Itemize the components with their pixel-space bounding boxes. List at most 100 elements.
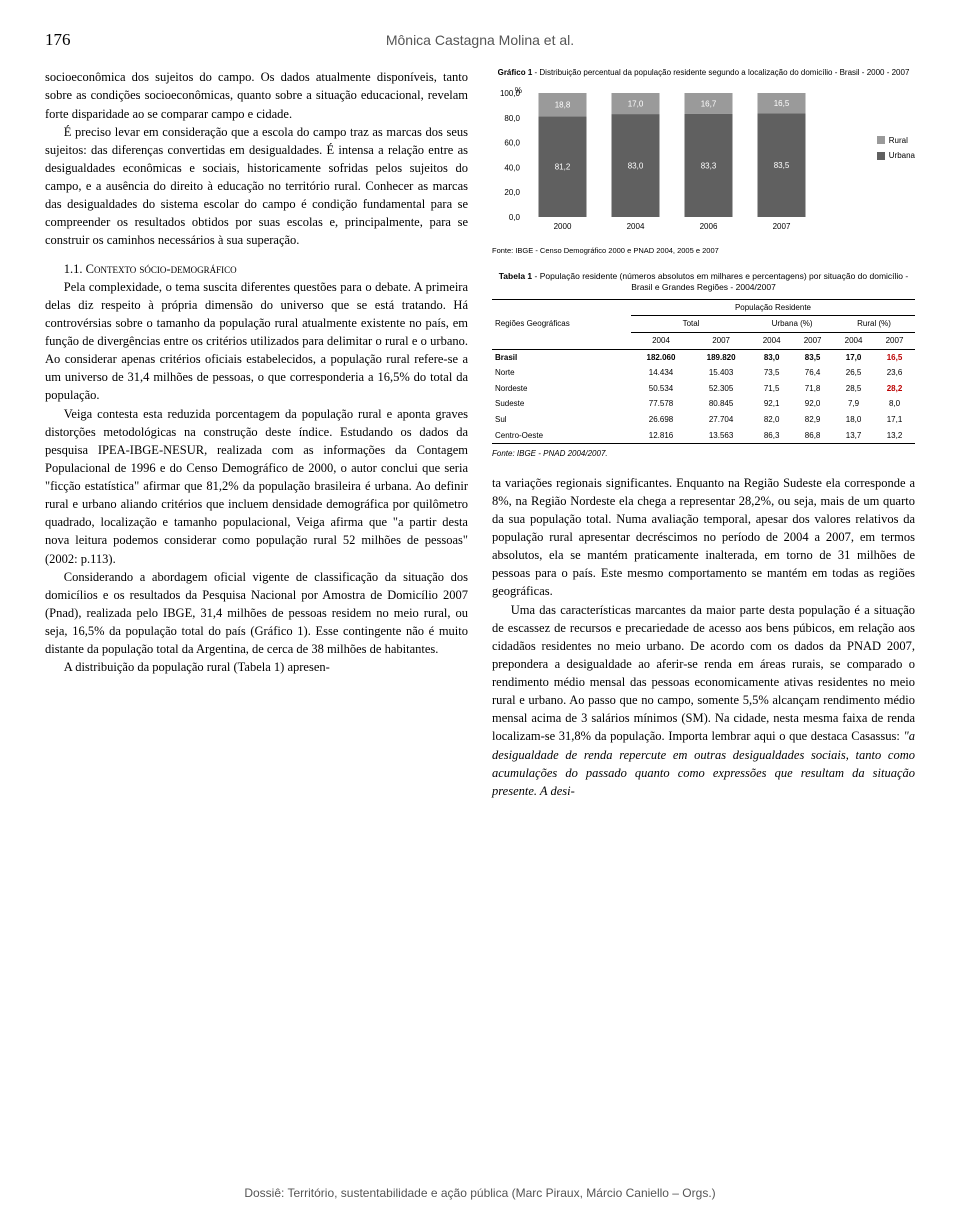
left-p5: A distribuição da população rural (Tabel… [45, 658, 468, 676]
legend-label: Urbana [889, 150, 915, 162]
cell-value: 27.704 [691, 412, 751, 428]
cell-value: 73,5 [751, 365, 792, 381]
table-row: Sudeste77.57880.84592,192,07,98,0 [492, 396, 915, 412]
cell-value: 8,0 [874, 396, 915, 412]
svg-text:81,2: 81,2 [555, 162, 571, 171]
svg-text:80,0: 80,0 [504, 113, 520, 122]
th-year: 2004 [751, 332, 792, 349]
left-p1b: É preciso levar em consideração que a es… [45, 123, 468, 250]
page-number: 176 [45, 28, 71, 53]
svg-text:20,0: 20,0 [504, 188, 520, 197]
two-column-layout: socioeconômica dos sujeitos do campo. Os… [45, 68, 915, 800]
table-source: Fonte: IBGE - PNAD 2004/2007. [492, 448, 915, 460]
cell-value: 13,7 [833, 428, 874, 444]
svg-text:83,0: 83,0 [628, 161, 644, 170]
th-subheader: Total [631, 316, 751, 333]
chart-title: Gráfico 1 - Distribuição percentual da p… [492, 68, 915, 78]
right-p2: Uma das características marcantes da mai… [492, 601, 915, 800]
cell-value: 28,5 [833, 381, 874, 397]
cell-value: 17,1 [874, 412, 915, 428]
page-footer: Dossiê: Território, sustentabilidade e a… [0, 1185, 960, 1202]
cell-region: Brasil [492, 349, 631, 365]
cell-region: Sudeste [492, 396, 631, 412]
cell-value: 7,9 [833, 396, 874, 412]
cell-value: 15.403 [691, 365, 751, 381]
svg-text:100,0: 100,0 [500, 89, 521, 98]
svg-text:2007: 2007 [773, 222, 791, 231]
left-column: socioeconômica dos sujeitos do campo. Os… [45, 68, 468, 800]
table-row: Centro-Oeste12.81613.56386,386,813,713,2 [492, 428, 915, 444]
cell-value: 71,8 [792, 381, 833, 397]
cell-value: 16,5 [874, 349, 915, 365]
svg-text:2006: 2006 [700, 222, 718, 231]
legend-swatch [877, 136, 885, 144]
cell-region: Norte [492, 365, 631, 381]
stacked-bar-chart-svg: %100,080,060,040,020,00,081,218,8200083,… [492, 85, 822, 235]
cell-value: 71,5 [751, 381, 792, 397]
legend-swatch [877, 152, 885, 160]
cell-value: 76,4 [792, 365, 833, 381]
table-title: Tabela 1 - População residente (números … [492, 271, 915, 293]
svg-text:40,0: 40,0 [504, 163, 520, 172]
svg-text:0,0: 0,0 [509, 213, 521, 222]
cell-value: 23,6 [874, 365, 915, 381]
svg-text:16,5: 16,5 [774, 99, 790, 108]
th-pop-group: População Residente [631, 299, 915, 316]
cell-value: 182.060 [631, 349, 691, 365]
cell-value: 82,0 [751, 412, 792, 428]
table-tabela-1: Tabela 1 - População residente (números … [492, 271, 915, 460]
legend-row: Rural [877, 135, 915, 147]
cell-value: 83,0 [751, 349, 792, 365]
svg-text:16,7: 16,7 [701, 99, 717, 108]
cell-value: 86,8 [792, 428, 833, 444]
cell-value: 52.305 [691, 381, 751, 397]
right-p1: ta variações regionais significantes. En… [492, 474, 915, 601]
cell-value: 13.563 [691, 428, 751, 444]
legend-label: Rural [889, 135, 908, 147]
svg-text:60,0: 60,0 [504, 138, 520, 147]
th-year: 2004 [833, 332, 874, 349]
cell-value: 18,0 [833, 412, 874, 428]
cell-region: Centro-Oeste [492, 428, 631, 444]
th-subheader: Rural (%) [833, 316, 915, 333]
cell-value: 26.698 [631, 412, 691, 428]
left-p1a: socioeconômica dos sujeitos do campo. Os… [45, 68, 468, 122]
right-column: Gráfico 1 - Distribuição percentual da p… [492, 68, 915, 800]
cell-value: 92,0 [792, 396, 833, 412]
svg-text:2000: 2000 [554, 222, 572, 231]
cell-value: 189.820 [691, 349, 751, 365]
cell-value: 26,5 [833, 365, 874, 381]
cell-region: Sul [492, 412, 631, 428]
cell-value: 17,0 [833, 349, 874, 365]
legend-row: Urbana [877, 150, 915, 162]
svg-text:18,8: 18,8 [555, 100, 571, 109]
right-p2a: Uma das características marcantes da mai… [492, 603, 915, 744]
cell-value: 86,3 [751, 428, 792, 444]
cell-value: 28,2 [874, 381, 915, 397]
cell-value: 14.434 [631, 365, 691, 381]
table-row: Brasil182.060189.82083,083,517,016,5 [492, 349, 915, 365]
svg-text:83,5: 83,5 [774, 161, 790, 170]
cell-value: 80.845 [691, 396, 751, 412]
cell-value: 13,2 [874, 428, 915, 444]
cell-value: 92,1 [751, 396, 792, 412]
table-row: Nordeste50.53452.30571,571,828,528,2 [492, 381, 915, 397]
left-p4: Considerando a abordagem oficial vigente… [45, 568, 468, 659]
left-p3: Veiga contesta esta reduzida porcentagem… [45, 405, 468, 568]
cell-value: 77.578 [631, 396, 691, 412]
table-row: Norte14.43415.40373,576,426,523,6 [492, 365, 915, 381]
th-year: 2004 [631, 332, 691, 349]
th-year: 2007 [691, 332, 751, 349]
svg-text:17,0: 17,0 [628, 99, 644, 108]
chart-grafico-1: Gráfico 1 - Distribuição percentual da p… [492, 68, 915, 256]
th-year: 2007 [874, 332, 915, 349]
cell-value: 82,9 [792, 412, 833, 428]
header-author: Mônica Castagna Molina et al. [45, 30, 915, 50]
svg-text:2004: 2004 [627, 222, 645, 231]
cell-value: 83,5 [792, 349, 833, 365]
th-region: Regiões Geográficas [492, 299, 631, 349]
chart-plot-area: %100,080,060,040,020,00,081,218,8200083,… [492, 85, 871, 240]
svg-text:83,3: 83,3 [701, 161, 717, 170]
left-subheading: 1.1. Contexto sócio-demográfico [45, 260, 468, 278]
th-subheader: Urbana (%) [751, 316, 833, 333]
